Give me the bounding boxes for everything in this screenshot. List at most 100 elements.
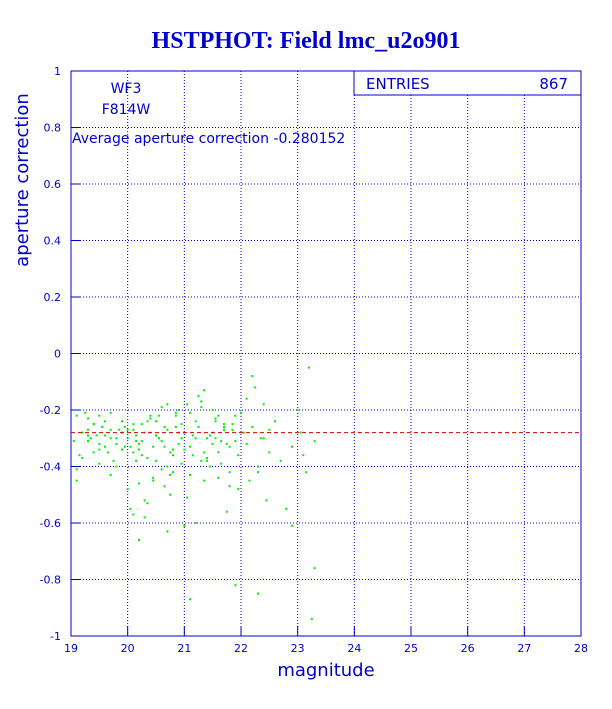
average-annotation: Average aperture correction -0.280152	[72, 131, 345, 147]
data-point	[251, 375, 254, 378]
data-point	[140, 454, 143, 457]
data-point	[121, 448, 123, 451]
data-point	[98, 462, 101, 465]
data-point	[225, 510, 228, 513]
data-point	[81, 431, 84, 434]
data-point	[313, 440, 316, 443]
data-point	[129, 445, 132, 448]
data-point	[126, 437, 129, 440]
data-point	[223, 425, 225, 428]
y-tick-labels: -1 -0.8 -0.6 -0.4 -0.2 0 0.2 0.4 0.6 0.8 1	[40, 65, 61, 643]
data-point	[259, 437, 262, 440]
data-point	[112, 459, 115, 462]
data-point	[291, 524, 293, 527]
data-point	[189, 411, 191, 414]
data-point	[140, 423, 143, 426]
data-point	[172, 471, 174, 474]
data-point	[183, 448, 186, 451]
data-point	[299, 431, 302, 434]
y-tick-label: 1	[54, 65, 61, 78]
x-tick-label: 26	[461, 642, 475, 655]
data-point	[75, 414, 78, 417]
data-point	[92, 423, 95, 426]
data-point	[200, 459, 203, 462]
data-point	[104, 420, 106, 423]
data-point	[132, 513, 135, 516]
data-point	[186, 496, 189, 499]
data-point	[310, 618, 313, 621]
data-point	[104, 434, 106, 437]
data-point	[313, 567, 316, 570]
data-point	[180, 437, 183, 440]
data-point	[242, 431, 245, 434]
data-point	[240, 411, 242, 414]
data-point	[160, 468, 163, 471]
data-point	[203, 479, 206, 482]
data-point	[163, 485, 166, 488]
data-point	[174, 414, 177, 417]
data-point	[194, 420, 197, 423]
data-point	[174, 411, 177, 414]
data-point	[217, 451, 220, 454]
data-point	[262, 437, 265, 440]
data-point	[126, 428, 129, 431]
data-point	[203, 451, 206, 454]
data-point	[189, 445, 191, 448]
data-point	[206, 437, 208, 440]
data-point	[257, 465, 259, 468]
data-point	[208, 465, 211, 468]
data-point	[172, 454, 174, 457]
data-point	[132, 451, 135, 454]
data-point	[228, 471, 231, 474]
data-point	[81, 457, 84, 460]
data-point	[194, 522, 197, 524]
data-point	[157, 437, 160, 440]
data-point	[146, 420, 149, 423]
x-tick-label: 23	[291, 642, 305, 655]
data-point	[214, 417, 217, 420]
data-point	[152, 476, 155, 479]
data-point	[180, 462, 183, 465]
data-point	[206, 457, 208, 460]
y-tick-label: 0.8	[44, 122, 62, 135]
data-point	[234, 440, 237, 443]
x-tick-label: 21	[177, 642, 191, 655]
data-point	[228, 485, 231, 488]
data-point	[177, 442, 180, 445]
data-point	[87, 440, 89, 443]
data-point	[109, 411, 112, 414]
stats-box	[353, 70, 582, 96]
data-point	[143, 516, 146, 519]
data-point	[89, 437, 92, 440]
x-tick-label: 20	[121, 642, 135, 655]
data-point	[118, 428, 121, 431]
chip-annotation: WF3	[111, 81, 142, 97]
data-point	[101, 425, 104, 428]
data-point	[135, 440, 138, 443]
data-point	[166, 428, 169, 431]
data-point	[208, 434, 211, 437]
data-point	[78, 454, 81, 457]
y-tick-label: -1	[50, 630, 61, 643]
y-tick-label: -0.2	[40, 404, 61, 417]
data-point	[191, 434, 194, 437]
data-point	[177, 409, 180, 411]
data-point	[197, 425, 200, 428]
data-point	[254, 386, 257, 389]
data-point	[223, 423, 225, 426]
x-axis-label: magnitude	[277, 660, 374, 681]
stats-entries-value: 867	[539, 75, 568, 93]
data-point	[152, 445, 155, 448]
data-point	[231, 428, 234, 431]
data-point	[129, 507, 132, 510]
data-point	[279, 459, 282, 462]
data-point	[262, 403, 265, 406]
data-point	[138, 538, 140, 541]
data-point	[200, 406, 203, 409]
data-point	[163, 425, 166, 428]
x-tick-label: 19	[64, 642, 78, 655]
data-point	[155, 420, 157, 423]
data-point	[123, 445, 126, 448]
data-point	[245, 442, 248, 445]
